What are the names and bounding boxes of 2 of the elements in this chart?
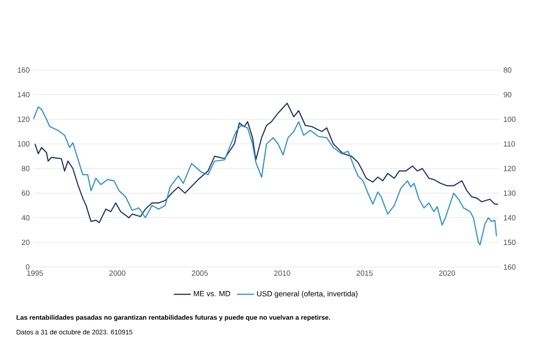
line-series xyxy=(34,102,499,224)
line-series xyxy=(33,106,498,246)
